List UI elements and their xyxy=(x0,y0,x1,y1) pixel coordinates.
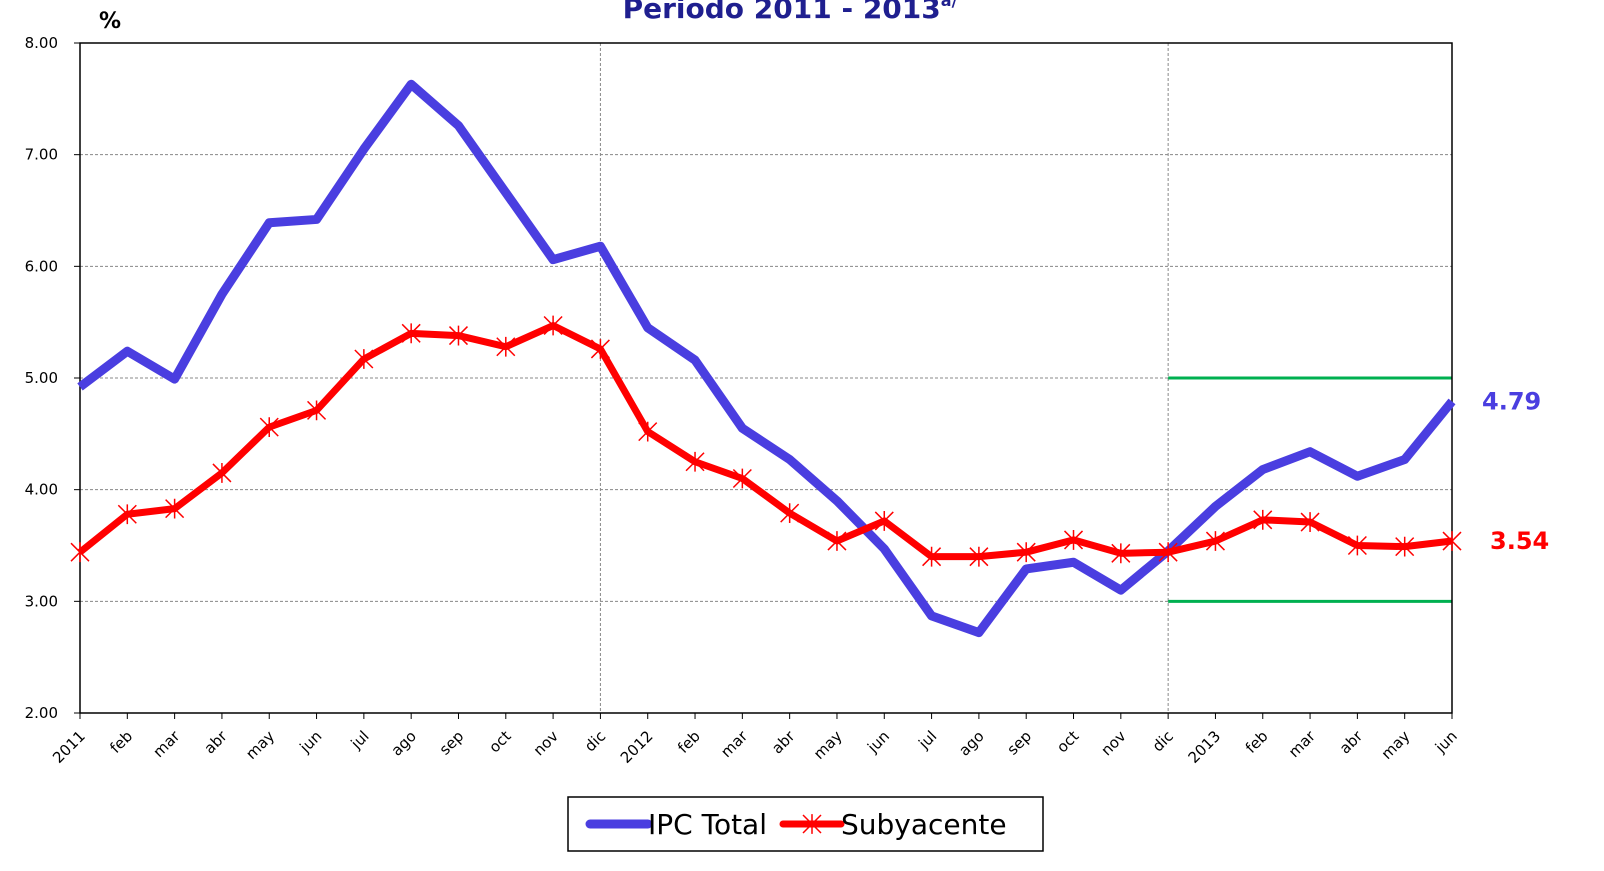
marker xyxy=(543,315,563,336)
x-tick-label: jun xyxy=(863,727,893,757)
marker xyxy=(1347,535,1367,556)
marker xyxy=(259,417,279,438)
x-tick-label: jun xyxy=(1431,727,1461,757)
marker xyxy=(117,504,137,525)
marker xyxy=(780,503,800,524)
marker xyxy=(401,323,421,344)
marker xyxy=(1253,509,1273,530)
series-line xyxy=(77,79,1456,638)
x-tick-label: sep xyxy=(436,727,468,759)
marker xyxy=(827,531,847,551)
y-tick-label: 7.00 xyxy=(25,146,58,164)
legend-label: Subyacente xyxy=(841,808,1007,841)
marker xyxy=(448,325,469,346)
x-tick-label: oct xyxy=(1053,727,1082,756)
x-tick-label: may xyxy=(242,727,278,763)
marker xyxy=(354,349,374,369)
marker xyxy=(969,546,989,567)
title-note: a/ xyxy=(941,0,958,10)
x-tick-label: may xyxy=(810,727,846,763)
y-tick-label: 8.00 xyxy=(25,34,58,52)
x-tick-label: may xyxy=(1378,727,1414,763)
x-tick-label: 2012 xyxy=(617,727,657,767)
x-tick-label: oct xyxy=(485,727,514,756)
x-tick-label: mar xyxy=(717,727,752,762)
y-tick-label: 2.00 xyxy=(25,704,58,722)
x-tick-label: abr xyxy=(1336,727,1367,758)
plot-frame xyxy=(79,42,1453,714)
marker xyxy=(1300,512,1320,532)
marker xyxy=(1205,531,1225,551)
x-tick-label: jun xyxy=(296,727,326,757)
end-value-label: 3.54 xyxy=(1490,527,1549,555)
marker xyxy=(874,511,894,531)
marker xyxy=(638,421,658,442)
x-tick-label: ago xyxy=(388,727,420,759)
marker xyxy=(1016,542,1036,563)
x-tick-label: jul xyxy=(914,727,940,753)
marker xyxy=(802,814,822,834)
x-tick-label: feb xyxy=(674,727,704,757)
marker xyxy=(922,546,942,567)
x-tick-label: sep xyxy=(1004,727,1036,759)
marker xyxy=(1442,531,1462,551)
x-tick-label: ago xyxy=(955,727,987,759)
y-axis-label: % xyxy=(99,9,121,34)
marker xyxy=(590,339,610,359)
title-text: Periodo 2011 - 2013 xyxy=(623,0,941,25)
legend-label: IPC Total xyxy=(648,808,767,841)
y-tick-label: 3.00 xyxy=(25,592,58,610)
end-value-label: 4.79 xyxy=(1482,387,1541,415)
x-tick-label: abr xyxy=(768,727,799,758)
marker xyxy=(685,451,705,472)
x-tick-label: abr xyxy=(200,727,231,758)
marker xyxy=(1063,530,1084,550)
x-tick-label: mar xyxy=(1285,727,1320,762)
marker xyxy=(212,463,232,483)
y-tick-label: 6.00 xyxy=(25,257,58,275)
marker xyxy=(70,542,90,563)
marker xyxy=(307,400,327,421)
marker xyxy=(1395,536,1415,557)
series-line xyxy=(77,322,1453,561)
marker xyxy=(732,468,752,489)
marker xyxy=(165,498,185,519)
x-tick-label: feb xyxy=(106,727,136,757)
marker xyxy=(496,336,516,357)
y-tick-label: 4.00 xyxy=(25,481,58,499)
y-tick-label: 5.00 xyxy=(25,369,58,387)
chart-title: Periodo 2011 - 2013a/ xyxy=(623,0,958,25)
x-tick-label: feb xyxy=(1242,727,1272,757)
x-tick-label: jul xyxy=(347,727,373,753)
x-tick-label: mar xyxy=(150,727,185,762)
marker xyxy=(1111,543,1131,564)
x-tick-label: dic xyxy=(1149,727,1177,755)
x-tick-label: dic xyxy=(581,727,609,755)
x-tick-label: 2013 xyxy=(1185,727,1225,767)
x-tick-label: nov xyxy=(530,727,562,759)
x-tick-label: 2011 xyxy=(49,727,89,767)
marker xyxy=(1158,542,1178,563)
x-tick-label: nov xyxy=(1097,727,1129,759)
